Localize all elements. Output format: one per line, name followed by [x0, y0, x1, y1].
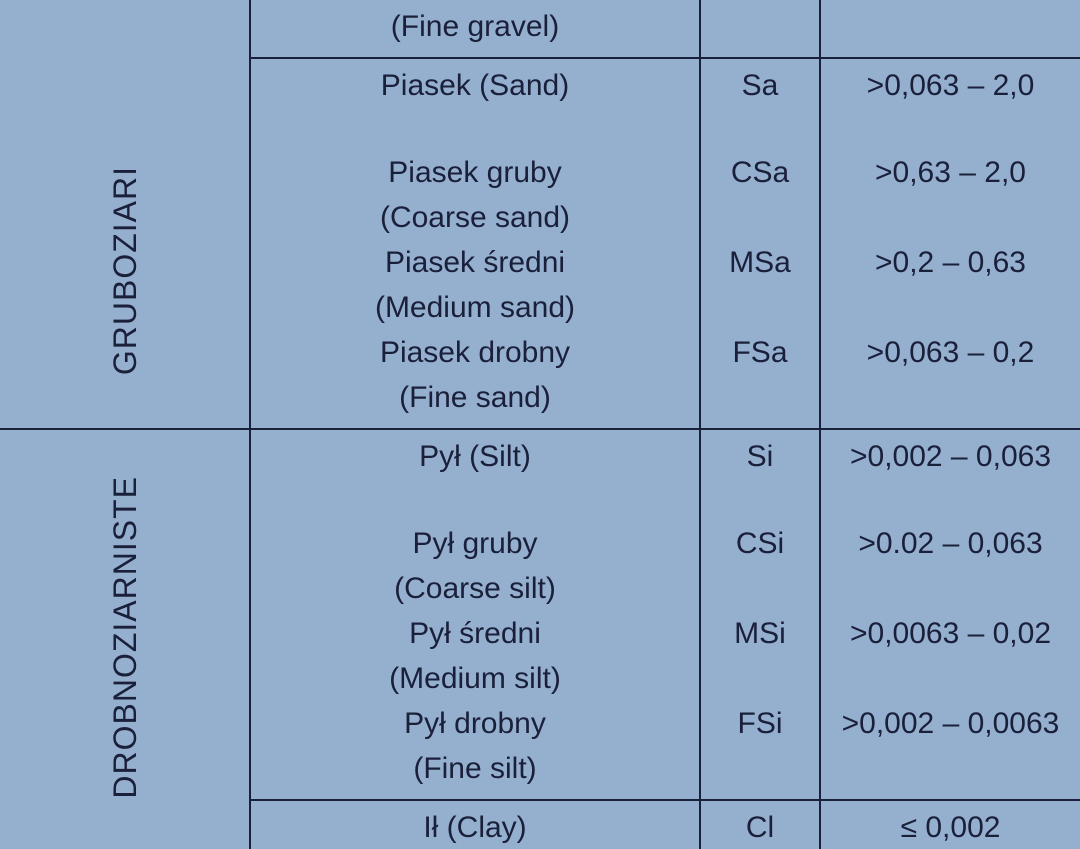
- soil-symbol: CSa: [705, 150, 815, 195]
- soil-name: Pył gruby: [255, 521, 695, 566]
- soil-symbol: Sa: [705, 63, 815, 108]
- soil-symbol: FSa: [705, 330, 815, 375]
- soil-name: Piasek drobny: [255, 330, 695, 375]
- soil-name: (Fine gravel): [255, 4, 695, 49]
- category-label-coarse: GRUBOZIARI: [101, 166, 149, 375]
- soil-range: >0.02 – 0,063: [825, 521, 1076, 566]
- table-row: GRUBOZIARI (Fine gravel): [0, 0, 1080, 58]
- soil-range: >0,063 – 2,0: [825, 63, 1076, 108]
- soil-name: (Medium sand): [255, 285, 695, 330]
- soil-name: Piasek (Sand): [255, 63, 695, 108]
- soil-name: (Fine silt): [255, 746, 695, 791]
- category-label-fine: DROBNOZIARNISTE: [101, 476, 149, 799]
- soil-symbol: Cl: [705, 805, 815, 849]
- soil-name: Piasek średni: [255, 240, 695, 285]
- soil-name: (Fine sand): [255, 375, 695, 420]
- soil-name: (Coarse sand): [255, 195, 695, 240]
- soil-symbol: MSa: [705, 240, 815, 285]
- soil-name: Ił (Clay): [255, 805, 695, 849]
- table-row: DROBNOZIARNISTE Pył (Silt) Pył gruby (Co…: [0, 429, 1080, 800]
- soil-name: Piasek gruby: [255, 150, 695, 195]
- soil-classification-table: GRUBOZIARI (Fine gravel) Piasek (Sand) P…: [0, 0, 1080, 849]
- soil-range: >0,0063 – 0,02: [825, 611, 1076, 656]
- soil-name: Pył (Silt): [255, 434, 695, 479]
- soil-name: (Medium silt): [255, 656, 695, 701]
- soil-symbol: CSi: [705, 521, 815, 566]
- soil-range: >0,002 – 0,0063: [825, 701, 1076, 746]
- soil-symbol: Si: [705, 434, 815, 479]
- soil-symbol: FSi: [705, 701, 815, 746]
- soil-range: >0,063 – 0,2: [825, 330, 1076, 375]
- soil-range: >0,002 – 0,063: [825, 434, 1076, 479]
- soil-name: Pył drobny: [255, 701, 695, 746]
- soil-name: Pył średni: [255, 611, 695, 656]
- soil-symbol: MSi: [705, 611, 815, 656]
- soil-name: (Coarse silt): [255, 566, 695, 611]
- soil-range: ≤ 0,002: [825, 805, 1076, 849]
- soil-range: >0,2 – 0,63: [825, 240, 1076, 285]
- soil-range: >0,63 – 2,0: [825, 150, 1076, 195]
